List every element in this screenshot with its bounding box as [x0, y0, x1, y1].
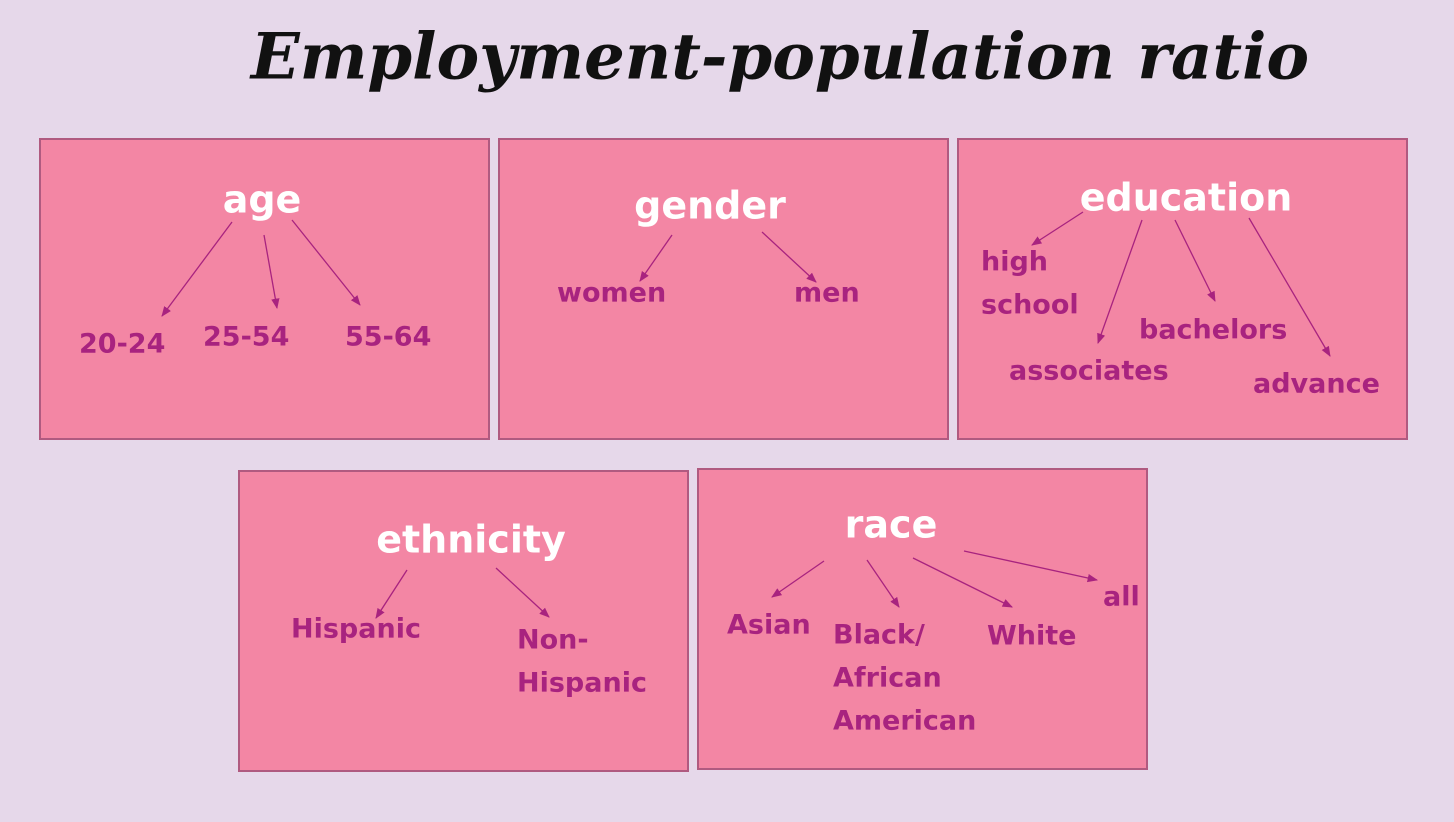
- category-label: women: [557, 278, 666, 309]
- panel-heading: ethnicity: [376, 518, 566, 562]
- category-label: Black/: [833, 620, 925, 651]
- category-label: men: [794, 278, 860, 309]
- category-label: Asian: [727, 610, 811, 641]
- category-label: 25-54: [203, 322, 289, 353]
- arrow: [866, 559, 900, 608]
- arrow: [1097, 219, 1143, 344]
- panel-heading: race: [845, 503, 938, 547]
- panel-box: [238, 470, 689, 772]
- panel-box: [957, 138, 1408, 440]
- panel-box: [697, 468, 1148, 770]
- arrow: [1174, 219, 1216, 302]
- category-label: high: [981, 247, 1048, 278]
- page-title: Employment-population ratio: [249, 20, 1309, 95]
- panel-heading: age: [223, 178, 302, 222]
- arrow: [912, 557, 1013, 608]
- arrow: [495, 567, 550, 618]
- arrow: [761, 231, 817, 283]
- category-label: White: [987, 621, 1076, 652]
- category-label: all: [1103, 582, 1140, 613]
- category-label: school: [981, 290, 1079, 321]
- category-label: American: [833, 706, 976, 737]
- panel-heading: gender: [634, 184, 786, 228]
- category-label: 20-24: [79, 329, 165, 360]
- category-label: African: [833, 663, 942, 694]
- arrow: [963, 550, 1099, 583]
- arrow: [291, 219, 361, 306]
- panel-heading: education: [1080, 176, 1293, 220]
- category-label: advance: [1253, 369, 1380, 400]
- category-label: Hispanic: [291, 614, 421, 645]
- arrow: [161, 221, 233, 317]
- arrow: [1248, 217, 1331, 357]
- category-label: associates: [1009, 356, 1169, 387]
- arrow: [263, 234, 280, 310]
- arrow: [771, 560, 825, 598]
- arrow: [639, 234, 673, 282]
- arrow: [375, 569, 408, 619]
- panel-box: [498, 138, 949, 440]
- category-label: Hispanic: [517, 668, 647, 699]
- panel-box: [39, 138, 490, 440]
- arrow: [1031, 211, 1084, 246]
- category-label: Non-: [517, 625, 589, 656]
- category-label: 55-64: [345, 322, 431, 353]
- category-label: bachelors: [1139, 315, 1287, 346]
